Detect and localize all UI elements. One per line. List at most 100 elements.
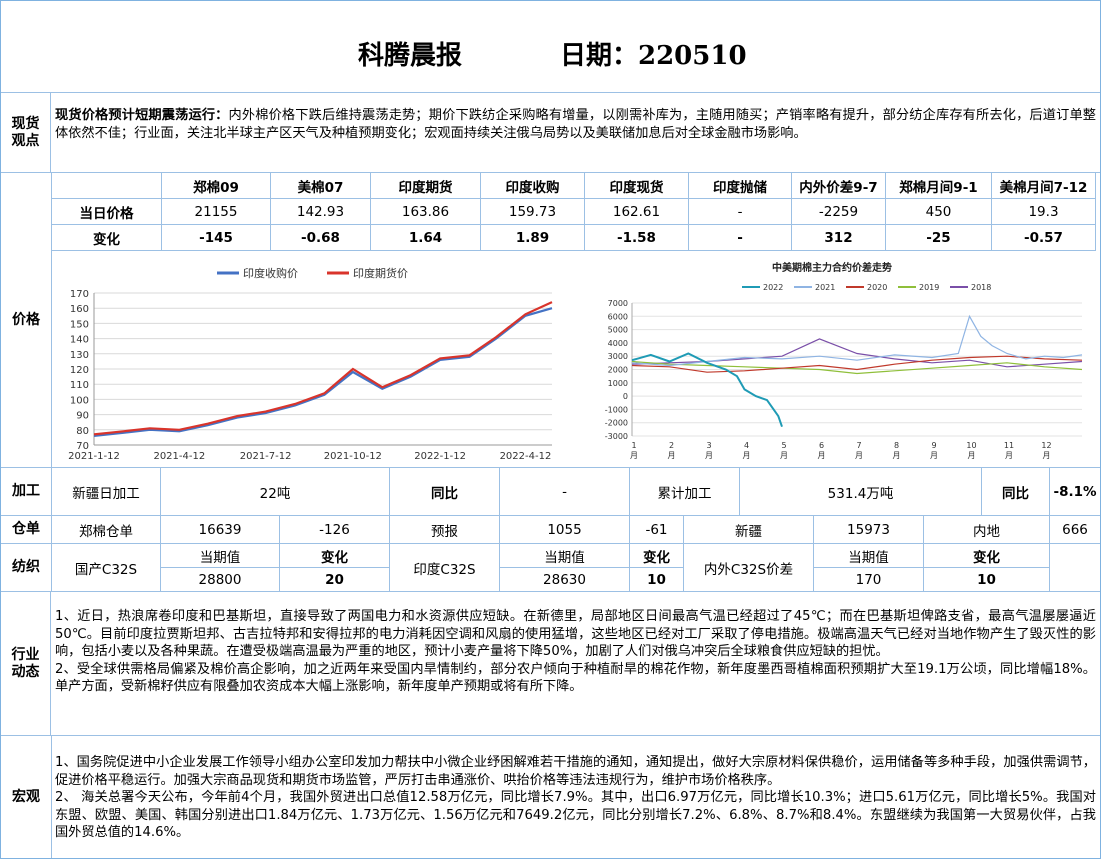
y-tick-label: 7000 <box>608 299 628 308</box>
y-tick-label: 120 <box>70 365 89 376</box>
y-tick-label: -2000 <box>605 419 628 428</box>
macro-paragraph-1: 1、国务院促进中小企业发展工作领导小组办公室印发加力帮扶中小微企业纾困解难若干措… <box>55 755 1096 788</box>
warehouse-label: 仓单 <box>1 516 52 543</box>
legend-label: 2020 <box>867 283 887 292</box>
y-tick-label: 90 <box>76 411 89 422</box>
spread-chart: 中美期棉主力合约价差走势 -3000 -2000 -1000 0 1000 2000 3000… <box>605 261 1083 460</box>
processing-yoy-label: 同比 <box>390 468 500 515</box>
series-line <box>631 314 1083 367</box>
price-content: 郑棉09 美棉07 印度期货 印度收购 印度现货 印度抛储 内外价差9-7 郑棉月间9-1 美棉… <box>52 173 1100 467</box>
warehouse-zce-change: -126 <box>280 516 390 543</box>
report-header: 科腾晨报 日期：220510 <box>1 1 1100 93</box>
textile-domestic-name: 国产C32S <box>52 544 161 591</box>
macro-label: 宏观 <box>1 736 52 858</box>
x-tick-label: 2 <box>669 441 674 450</box>
x-tick-label: 5 <box>781 441 786 450</box>
price-cell: 450 <box>886 199 992 225</box>
price-cell: -1.58 <box>585 225 689 251</box>
x-tick-label: 月 <box>705 451 713 460</box>
textile-india-change-header: 变化 <box>630 544 684 568</box>
x-tick-label: 月 <box>893 451 901 460</box>
price-col-header: 郑棉月间9-1 <box>886 173 992 199</box>
y-tick-label: 0 <box>623 392 628 401</box>
industry-text: 1、近日，热浪席卷印度和巴基斯坦，直接导致了两国电力和水资源供应短缺。在新德里，… <box>52 592 1100 735</box>
warehouse-zce-label: 郑棉仓单 <box>52 516 161 543</box>
processing-label: 加工 <box>1 468 52 515</box>
textile-india-change-value: 10 <box>630 568 684 592</box>
x-tick-label: 8 <box>894 441 899 450</box>
y-tick-label: 5000 <box>608 326 628 335</box>
warehouse-zce-value: 16639 <box>161 516 280 543</box>
price-cell: 159.73 <box>481 199 585 225</box>
y-tick-label: 130 <box>70 350 89 361</box>
price-section: 价格 郑棉09 美棉07 印度期货 印度收购 印度现货 印度抛储 内外价差9-7 郑棉月间9-… <box>1 173 1100 468</box>
textile-spread-name: 内外C32S价差 <box>684 544 814 591</box>
spot-view-body: 内外棉价格下跌后维持震荡走势；期价下跌纺企采购略有增量，以刚需补库为，主随用随买… <box>55 108 1096 141</box>
spot-view-lead: 现货价格预计短期震荡运行： <box>55 108 229 123</box>
chart-title: 中美期棉主力合约价差走势 <box>772 261 892 274</box>
x-tick-label: 6 <box>819 441 824 450</box>
textile-spread-change-header: 变化 <box>924 544 1050 568</box>
x-tick-label: 月 <box>668 451 676 460</box>
price-col-header: 印度现货 <box>585 173 689 199</box>
y-tick-label: 6000 <box>608 312 628 321</box>
price-col-header: 美棉07 <box>271 173 371 199</box>
price-cell: -2259 <box>792 199 886 225</box>
x-tick-label: 月 <box>968 451 976 460</box>
processing-cumulative-label: 累计加工 <box>630 468 740 515</box>
industry-paragraph-1: 1、近日，热浪席卷印度和巴基斯坦，直接导致了两国电力和水资源供应短缺。在新德里，… <box>55 609 1096 659</box>
price-cell: 21155 <box>162 199 271 225</box>
textile-spread-change-value: 10 <box>924 568 1050 592</box>
india-price-chart: 70 80 90 100 110 120 130 140 150 160 170 2021-1-12 2… <box>68 266 553 462</box>
y-tick-label: -3000 <box>605 432 628 441</box>
warehouse-inland-label: 内地 <box>924 516 1050 543</box>
x-tick-label: 2021-10-12 <box>324 451 382 462</box>
textile-spread-current-value: 170 <box>814 568 924 592</box>
warehouse-forecast-label: 预报 <box>390 516 500 543</box>
macro-section: 宏观 1、国务院促进中小企业发展工作领导小组办公室印发加力帮扶中小微企业纾困解难… <box>1 736 1100 858</box>
x-tick-label: 10 <box>966 441 976 450</box>
x-tick-label: 月 <box>1043 451 1051 460</box>
processing-yoy-value: - <box>500 468 630 515</box>
series-line <box>93 301 553 436</box>
y-tick-label: -1000 <box>605 405 628 414</box>
price-col-header: 郑棉09 <box>162 173 271 199</box>
x-tick-label: 月 <box>1005 451 1013 460</box>
x-tick-label: 月 <box>930 451 938 460</box>
warehouse-xinjiang-label: 新疆 <box>684 516 814 543</box>
spot-view-text: 现货价格预计短期震荡运行：内外棉价格下跌后维持震荡走势；期价下跌纺企采购略有增量… <box>52 93 1100 172</box>
processing-cumulative-value: 531.4万吨 <box>740 468 982 515</box>
x-tick-label: 12 <box>1041 441 1051 450</box>
price-cell: 312 <box>792 225 886 251</box>
price-cell: 1.64 <box>371 225 481 251</box>
processing-xinjiang-value: 22吨 <box>161 468 390 515</box>
price-cell: - <box>689 225 792 251</box>
price-cell: 142.93 <box>271 199 371 225</box>
spot-view-label: 现货观点 <box>1 93 51 172</box>
textile-india-current-value: 28630 <box>500 568 630 592</box>
series-line <box>631 352 783 428</box>
industry-section: 行业动态 1、近日，热浪席卷印度和巴基斯坦，直接导致了两国电力和水资源供应短缺。… <box>1 592 1100 736</box>
y-tick-label: 3000 <box>608 352 628 361</box>
x-tick-label: 2022-4-12 <box>500 451 552 462</box>
price-cell: -145 <box>162 225 271 251</box>
textile-spread-current-header: 当期值 <box>814 544 924 568</box>
x-tick-label: 1 <box>631 441 636 450</box>
price-col-header: 印度抛储 <box>689 173 792 199</box>
price-cell: 19.3 <box>992 199 1096 225</box>
x-tick-label: 11 <box>1004 441 1014 450</box>
textile-domestic-current-header: 当期值 <box>161 544 280 568</box>
y-tick-label: 160 <box>70 304 89 315</box>
price-cell: 163.86 <box>371 199 481 225</box>
textile-domestic-change-header: 变化 <box>280 544 390 568</box>
textile-section: 纺织 国产C32S 当期值 变化 28800 20 印度C32S 当期值 变化 … <box>1 544 1100 592</box>
warehouse-forecast-change: -61 <box>630 516 684 543</box>
warehouse-section: 仓单 郑棉仓单 16639 -126 预报 1055 -61 新疆 15973 … <box>1 516 1100 544</box>
legend-label: 2021 <box>815 283 835 292</box>
price-cell: 1.89 <box>481 225 585 251</box>
x-tick-label: 2022-1-12 <box>414 451 466 462</box>
x-tick-label: 3 <box>706 441 711 450</box>
series-line <box>631 355 1083 373</box>
x-tick-label: 4 <box>744 441 749 450</box>
y-tick-label: 140 <box>70 335 89 346</box>
